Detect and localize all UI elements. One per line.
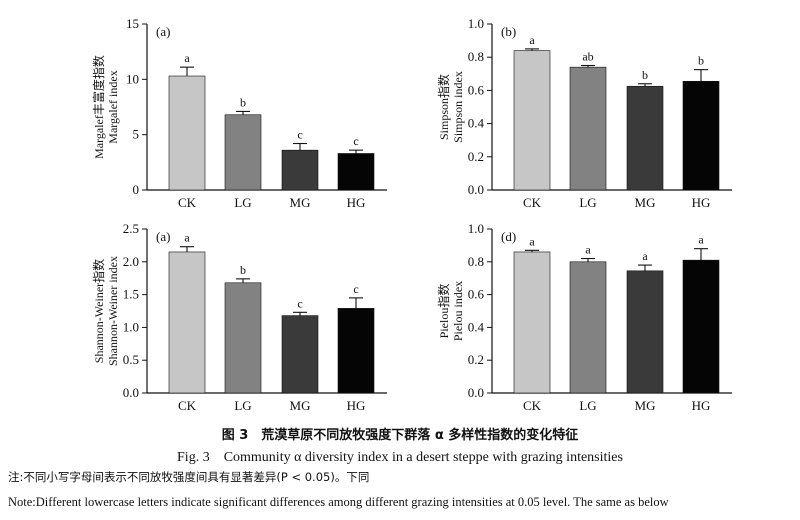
bar-ck (168, 251, 206, 394)
y-tick-label: 0.4 (468, 116, 485, 131)
bar-ck (168, 75, 206, 191)
panel-label: (b) (501, 24, 516, 39)
significance-letter: ab (582, 50, 593, 64)
y-tick-label: 0.0 (123, 385, 139, 400)
significance-letter: b (642, 68, 648, 82)
y-tick-label: 0.4 (468, 319, 485, 334)
y-tick-label: 2.0 (123, 254, 139, 269)
x-tick-label: MG (635, 195, 656, 210)
x-tick-label: HG (692, 398, 711, 413)
y-tick-label: 0.2 (468, 352, 484, 367)
bar-hg (682, 80, 720, 191)
x-tick-label: HG (692, 195, 711, 210)
bar-lg (569, 261, 607, 394)
y-axis-label: Margalef index (106, 70, 120, 143)
y-axis-label: Simpson index (451, 71, 465, 143)
y-axis-label-cn: Shannon-Weiner指数 (91, 259, 106, 363)
x-tick-label: MG (290, 398, 311, 413)
panel-d-pielou: 0.0 0.2 0.4 0.6 0.8 1.0 (d) Pielou指数 Pielou inde… (436, 221, 732, 413)
significance-letter: c (353, 134, 358, 148)
significance-letter: a (642, 249, 648, 263)
figure-note-cn: 注:不同小写字母间表示不同放牧强度间具有显著差异(P < 0.05)。下同 (8, 470, 370, 484)
significance-letter: a (184, 231, 190, 245)
y-tick-label: 10 (126, 71, 139, 86)
significance-letter: b (240, 95, 246, 109)
significance-letter: b (240, 263, 246, 277)
y-axis-label-cn: Margalef丰富度指数 (91, 55, 106, 159)
bar-mg (281, 315, 319, 394)
y-tick-label: 0.6 (468, 287, 485, 302)
y-axis-label: Shannon-Weiner index (106, 256, 120, 366)
figure-note-en: Note:Different lowercase letters indicat… (8, 495, 669, 509)
bar-mg (626, 270, 664, 394)
panel-label: (d) (501, 229, 516, 244)
y-tick-label: 2.5 (123, 221, 139, 236)
y-tick-label: 0.6 (468, 82, 485, 97)
y-axis-label-cn: Simpson指数 (436, 74, 451, 140)
bar-hg (682, 259, 720, 394)
x-tick-label: CK (523, 398, 542, 413)
figure-caption-cn: 图 3 荒漠草原不同放牧强度下群落 α 多样性指数的变化特征 (221, 428, 579, 443)
bar-ck (513, 50, 551, 191)
panel-c-shannon: 0.0 0.5 1.0 1.5 2.0 2.5 (a) Shannon-Weiner指数 Sha… (91, 221, 387, 413)
significance-letter: a (184, 51, 190, 65)
significance-letter: a (698, 233, 704, 247)
figure-caption-en: Fig. 3 Community α diversity index in a … (177, 450, 623, 465)
panel-label: (a) (156, 24, 170, 39)
y-axis-label-cn: Pielou指数 (436, 284, 451, 339)
significance-letter: a (529, 33, 535, 47)
panel-label: (a) (156, 229, 170, 244)
x-tick-label: CK (523, 195, 542, 210)
y-tick-label: 0 (133, 182, 140, 197)
y-tick-label: 0.0 (468, 385, 484, 400)
x-tick-label: HG (347, 398, 366, 413)
significance-letter: b (698, 54, 704, 68)
x-tick-label: MG (635, 398, 656, 413)
y-tick-label: 0.0 (468, 182, 484, 197)
bar-lg (569, 66, 607, 191)
bar-lg (224, 114, 262, 191)
significance-letter: c (353, 282, 358, 296)
x-tick-label: MG (290, 195, 311, 210)
significance-letter: c (297, 128, 302, 142)
y-tick-label: 0.8 (468, 254, 484, 269)
bar-mg (626, 85, 664, 191)
significance-letter: a (529, 234, 535, 248)
panel-b-simpson: 0.0 0.2 0.4 0.6 0.8 1.0 (b) Simpson指数 Simpson in… (436, 16, 732, 210)
bar-lg (224, 282, 262, 394)
y-tick-label: 1.5 (123, 287, 139, 302)
y-tick-label: 15 (126, 16, 139, 31)
y-tick-label: 1.0 (123, 319, 139, 334)
y-tick-label: 1.0 (468, 16, 484, 31)
y-tick-label: 5 (133, 127, 140, 142)
x-tick-label: CK (178, 195, 197, 210)
y-tick-label: 1.0 (468, 221, 484, 236)
panel-a-margalef: 0 5 10 15 (a) Margalef丰富度指数 Margalef index a CK b… (91, 16, 387, 210)
y-tick-label: 0.2 (468, 149, 484, 164)
y-tick-label: 0.5 (123, 352, 139, 367)
significance-letter: c (297, 296, 302, 310)
bar-hg (337, 153, 375, 191)
bar-ck (513, 251, 551, 394)
significance-letter: a (585, 243, 591, 257)
bar-hg (337, 308, 375, 394)
y-axis-label: Pielou index (451, 281, 465, 341)
bar-mg (281, 149, 319, 191)
x-tick-label: LG (579, 398, 596, 413)
y-tick-label: 0.8 (468, 49, 484, 64)
x-tick-label: HG (347, 195, 366, 210)
x-tick-label: CK (178, 398, 197, 413)
x-tick-label: LG (234, 398, 251, 413)
x-tick-label: LG (579, 195, 596, 210)
x-tick-label: LG (234, 195, 251, 210)
